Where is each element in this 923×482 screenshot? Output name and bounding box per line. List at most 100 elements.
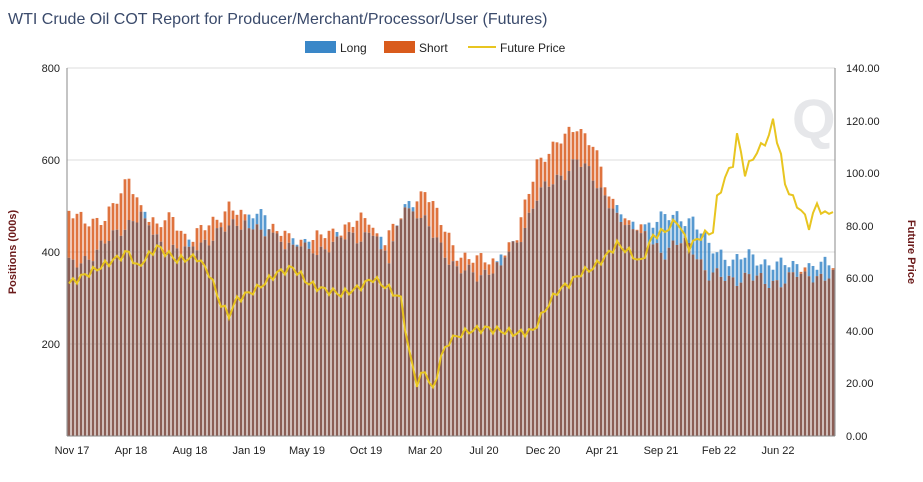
short-bar (359, 212, 363, 242)
short-bar (183, 233, 187, 247)
long-bar (767, 265, 771, 288)
legend-short-swatch[interactable] (384, 41, 415, 53)
overlap-bar (163, 252, 167, 436)
overlap-bar (155, 234, 159, 436)
overlap-bar (331, 241, 335, 436)
overlap-bar (831, 269, 835, 436)
legend-long-swatch[interactable] (305, 41, 336, 53)
overlap-bar (259, 229, 263, 436)
long-bar (663, 214, 667, 260)
overlap-bar (159, 241, 163, 436)
short-bar (211, 216, 215, 241)
overlap-bar (679, 243, 683, 436)
short-bar (383, 245, 387, 251)
short-bar (75, 213, 79, 268)
long-bar (247, 214, 251, 229)
long-bar (731, 259, 735, 278)
overlap-bar (799, 273, 803, 436)
overlap-bar (295, 246, 299, 436)
short-bar (67, 210, 71, 258)
long-bar (699, 233, 703, 260)
short-bar (83, 223, 87, 257)
short-bar (607, 196, 611, 209)
overlap-bar (787, 272, 791, 436)
short-bar (127, 178, 131, 220)
overlap-bar (639, 233, 643, 436)
short-bar (563, 133, 567, 181)
overlap-bar (511, 241, 515, 436)
overlap-bar (595, 188, 599, 436)
short-bar (135, 197, 139, 223)
gridlines (67, 67, 835, 345)
overlap-bar (267, 229, 271, 436)
long-bar (779, 257, 783, 288)
x-tick-label: Apr 18 (115, 445, 147, 457)
q-logo-icon: Q (792, 87, 836, 150)
overlap-bar (619, 221, 623, 436)
short-bar (555, 142, 559, 175)
overlap-bar (715, 268, 719, 436)
x-tick-label: Sep 21 (644, 445, 679, 457)
short-bar (283, 230, 287, 250)
short-bar (339, 235, 343, 238)
overlap-bar (71, 259, 75, 436)
short-bar (487, 264, 491, 275)
short-bar (375, 233, 379, 237)
x-tick-label: Jan 19 (232, 445, 265, 457)
overlap-bar (775, 280, 779, 436)
short-bar (459, 257, 463, 274)
overlap-bar (115, 229, 119, 436)
overlap-bar (599, 187, 603, 436)
long-bar (755, 265, 759, 276)
short-bar (575, 131, 579, 160)
overlap-bar (783, 283, 787, 436)
long-bar (751, 254, 755, 281)
overlap-bar (359, 241, 363, 436)
overlap-bar (455, 266, 459, 436)
legend-price-label[interactable]: Future Price (500, 41, 566, 55)
long-bar (691, 216, 695, 255)
short-bar (559, 143, 563, 176)
overlap-bar (723, 280, 727, 436)
overlap-bar (523, 227, 527, 436)
long-bar (775, 261, 779, 281)
legend-long-label[interactable]: Long (340, 41, 367, 55)
overlap-bar (427, 226, 431, 436)
watermark-q-logo: Q (792, 87, 836, 150)
legend-short-label[interactable]: Short (419, 41, 448, 55)
overlap-bar (819, 273, 823, 436)
long-bar (791, 260, 795, 273)
long-bar (407, 201, 411, 209)
overlap-bar (471, 272, 475, 436)
overlap-bar (207, 245, 211, 436)
y2-axis-ticks: 0.00 20.00 40.00 60.00 80.00 100.00 120.… (846, 63, 880, 443)
overlap-bar (139, 211, 143, 436)
overlap-bar (203, 239, 207, 436)
short-bar (319, 234, 323, 247)
overlap-bar (647, 243, 651, 436)
overlap-bar (355, 243, 359, 436)
short-bar (611, 198, 615, 209)
long-bar (795, 264, 799, 277)
y-tick-label: 600 (42, 155, 60, 167)
short-bar (527, 193, 531, 213)
overlap-bar (231, 219, 235, 436)
short-bar (635, 229, 639, 231)
short-bar (159, 227, 163, 242)
long-bar (811, 265, 815, 283)
overlap-bar (363, 232, 367, 436)
short-bar (547, 153, 551, 187)
short-bar (587, 145, 591, 167)
long-bar (187, 239, 191, 247)
overlap-bar (519, 242, 523, 436)
y2-tick-label: 0.00 (846, 431, 867, 443)
short-bar (471, 262, 475, 273)
short-bar (475, 255, 479, 282)
short-bar (235, 214, 239, 226)
short-bar (299, 239, 303, 247)
long-bar (679, 221, 683, 244)
short-bar (219, 222, 223, 228)
long-bar (815, 269, 819, 277)
y2-tick-label: 120.00 (846, 116, 880, 128)
